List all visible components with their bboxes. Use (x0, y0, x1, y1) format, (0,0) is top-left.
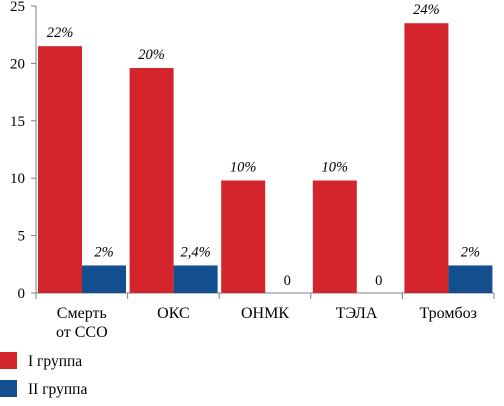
y-tick-label: 15 (10, 114, 25, 130)
bar-group-1 (312, 180, 357, 293)
y-tick-label: 0 (18, 286, 26, 302)
y-tick-label: 10 (10, 171, 25, 187)
data-label: 22% (47, 25, 74, 41)
data-label: 20% (138, 47, 165, 63)
data-label: 2% (94, 244, 113, 260)
legend-label: I группа (28, 353, 82, 370)
bar-group-1 (38, 46, 82, 294)
category-label: ТЭЛА (336, 305, 378, 322)
data-label: 2,4% (180, 244, 210, 260)
legend-label: II группа (28, 381, 87, 398)
category-label: ОНМК (241, 305, 289, 322)
bar-group-2 (173, 265, 218, 293)
data-label: 2% (461, 244, 480, 260)
category-label: Тромбоз (419, 305, 476, 322)
chart-bars (38, 23, 493, 294)
chart-category-labels: Смерть от ССО ОКС ОНМК ТЭЛА Тромбоз (56, 305, 477, 341)
category-label: ОКС (157, 305, 190, 322)
category-label: от ССО (56, 324, 108, 341)
y-tick-label: 20 (10, 56, 25, 72)
bar-group-2 (82, 265, 126, 293)
bar-group-2 (448, 265, 493, 293)
legend-swatch (0, 352, 17, 369)
bar-group-1 (129, 67, 174, 293)
data-label: 24% (413, 2, 440, 18)
legend-swatch (0, 380, 17, 397)
data-label: 0 (375, 273, 382, 289)
y-tick-label: 5 (18, 229, 26, 245)
category-label: Смерть (57, 305, 107, 322)
chart-legend: I группа II группа (0, 352, 87, 398)
data-label: 0 (284, 273, 291, 289)
chart-data-labels: 22% 20% 10% 10% 24% 2% 2,4% 0 0 2% (47, 2, 480, 289)
y-tick-label: 25 (10, 0, 25, 15)
bar-group-1 (404, 23, 449, 293)
data-label: 10% (322, 159, 349, 175)
bar-group-1 (221, 180, 266, 293)
data-label: 10% (230, 159, 257, 175)
